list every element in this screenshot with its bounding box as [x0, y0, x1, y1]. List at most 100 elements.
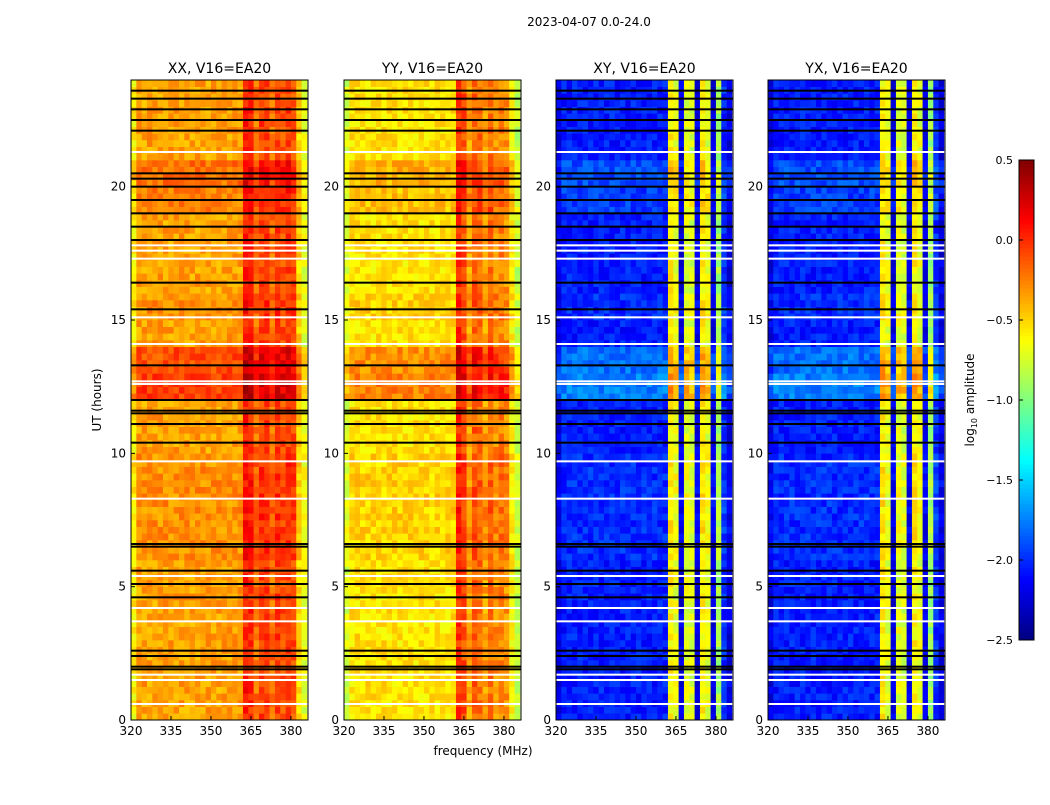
heatmap-cell: [302, 613, 308, 620]
heatmap-cell: [232, 467, 238, 474]
heatmap-cell: [408, 367, 414, 374]
heatmap-cell: [387, 600, 393, 607]
heatmap-cell: [408, 433, 414, 440]
heatmap-cell: [286, 560, 292, 567]
heatmap-cell: [238, 333, 244, 340]
heatmap-cell: [275, 527, 281, 534]
heatmap-cell: [371, 347, 377, 354]
heatmap-cell: [371, 587, 377, 594]
heatmap-cell: [195, 387, 201, 394]
heatmap-cell: [152, 320, 158, 327]
heatmap-cell: [211, 227, 217, 234]
heatmap-cell: [174, 613, 180, 620]
heatmap-cell: [259, 300, 265, 307]
heatmap-cell: [200, 327, 206, 334]
heatmap-cell: [232, 680, 238, 687]
heatmap-cell: [296, 547, 302, 554]
heatmap-cell: [206, 120, 212, 127]
heatmap-cell: [232, 347, 238, 354]
heatmap-cell: [238, 547, 244, 554]
heatmap-cell: [243, 187, 249, 194]
heatmap-cell: [222, 633, 228, 640]
heatmap-cell: [365, 640, 371, 647]
heatmap-cell: [413, 387, 419, 394]
heatmap-cell: [286, 467, 292, 474]
heatmap-cell: [243, 680, 249, 687]
flagged-row-white: [131, 679, 308, 681]
heatmap-cell: [403, 513, 409, 520]
heatmap-cell: [190, 267, 196, 274]
heatmap-cell: [248, 413, 254, 420]
heatmap-cell: [152, 433, 158, 440]
heatmap-cell: [131, 160, 137, 167]
heatmap-cell: [206, 553, 212, 560]
heatmap-cell: [174, 447, 180, 454]
heatmap-cell: [270, 213, 276, 220]
heatmap-cell: [248, 160, 254, 167]
heatmap-cell: [349, 613, 355, 620]
heatmap-cell: [200, 387, 206, 394]
heatmap-cell: [190, 707, 196, 714]
heatmap-cell: [349, 120, 355, 127]
y-tick-label: 0: [118, 713, 126, 727]
heatmap-cell: [365, 453, 371, 460]
heatmap-cell: [200, 613, 206, 620]
heatmap-cell: [349, 633, 355, 640]
heatmap-cell: [190, 80, 196, 87]
heatmap-cell: [371, 467, 377, 474]
heatmap-cell: [408, 533, 414, 540]
heatmap-cell: [259, 287, 265, 294]
heatmap-cell: [429, 680, 435, 687]
heatmap-cell: [211, 300, 217, 307]
heatmap-cell: [376, 260, 382, 267]
heatmap-cell: [344, 680, 350, 687]
heatmap-cell: [344, 627, 350, 634]
heatmap-cell: [190, 100, 196, 107]
heatmap-cell: [147, 553, 153, 560]
heatmap-cell: [142, 333, 148, 340]
heatmap-cell: [243, 400, 249, 407]
heatmap-cell: [408, 473, 414, 480]
heatmap-cell: [206, 680, 212, 687]
heatmap-cell: [158, 333, 164, 340]
heatmap-cell: [387, 520, 393, 527]
heatmap-cell: [232, 513, 238, 520]
heatmap-cell: [429, 433, 435, 440]
heatmap-cell: [142, 500, 148, 507]
heatmap-cell: [286, 473, 292, 480]
heatmap-cell: [349, 140, 355, 147]
heatmap-cell: [429, 613, 435, 620]
heatmap-cell: [381, 153, 387, 160]
heatmap-cell: [344, 160, 350, 167]
heatmap-cell: [435, 100, 441, 107]
heatmap-cell: [419, 260, 425, 267]
heatmap-cell: [184, 680, 190, 687]
heatmap-cell: [206, 373, 212, 380]
flagged-row-white: [131, 607, 308, 609]
heatmap-cell: [429, 133, 435, 140]
heatmap-cell: [200, 473, 206, 480]
heatmap-cell: [270, 633, 276, 640]
heatmap-cell: [163, 480, 169, 487]
heatmap-cell: [254, 513, 260, 520]
heatmap-cell: [381, 273, 387, 280]
heatmap-cell: [222, 480, 228, 487]
heatmap-cell: [280, 153, 286, 160]
heatmap-cell: [222, 487, 228, 494]
heatmap-cell: [355, 320, 361, 327]
heatmap-cell: [152, 507, 158, 514]
heatmap-cell: [275, 627, 281, 634]
heatmap-cell: [131, 713, 137, 720]
heatmap-cell: [200, 713, 206, 720]
heatmap-cell: [254, 680, 260, 687]
heatmap-cell: [302, 267, 308, 274]
heatmap-cell: [355, 293, 361, 300]
heatmap-cell: [419, 227, 425, 234]
heatmap-cell: [376, 473, 382, 480]
heatmap-cell: [270, 260, 276, 267]
heatmap-cell: [381, 600, 387, 607]
heatmap-cell: [280, 267, 286, 274]
heatmap-cell: [136, 227, 142, 234]
heatmap-cell: [365, 633, 371, 640]
heatmap-cell: [413, 447, 419, 454]
